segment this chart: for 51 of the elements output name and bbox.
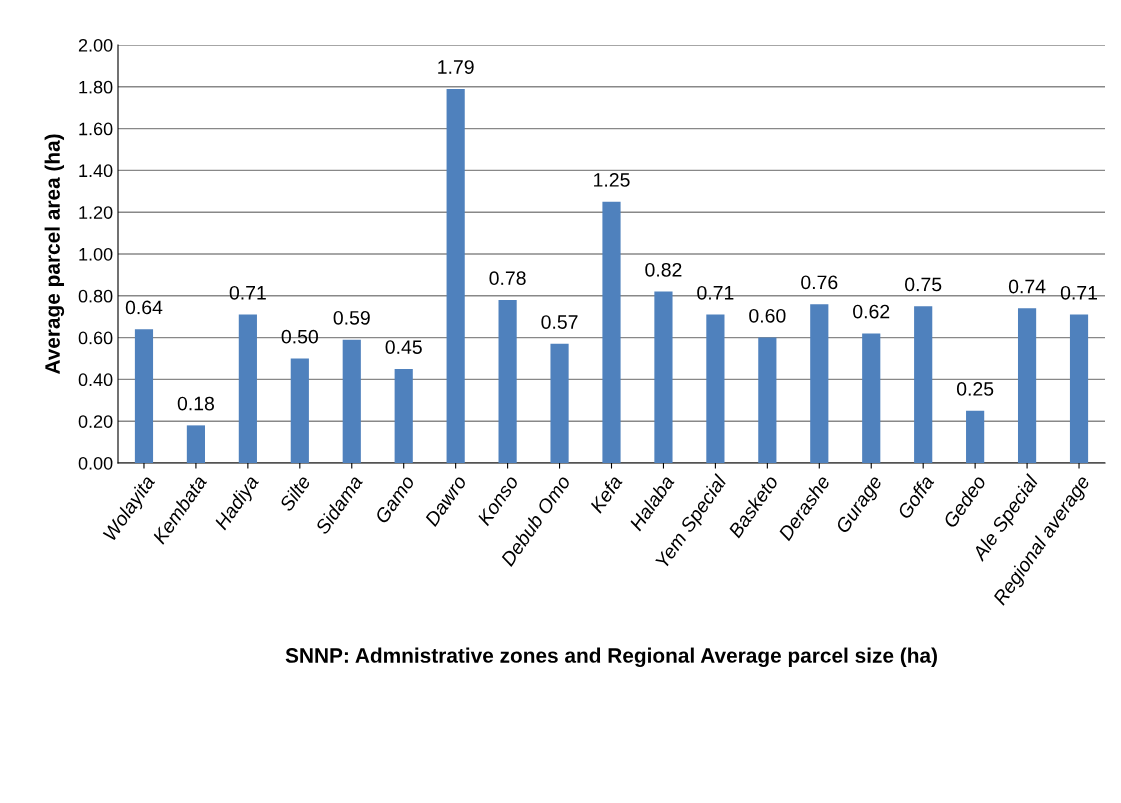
- bar: [498, 299, 517, 463]
- y-tick-label: 0.00: [78, 456, 113, 470]
- bar: [810, 304, 829, 463]
- bar: [654, 291, 673, 463]
- bar: [602, 201, 621, 463]
- y-tick-label: 0.40: [78, 373, 113, 387]
- y-tick-label: 0.60: [78, 331, 113, 345]
- y-tick-label: 1.60: [79, 122, 113, 136]
- x-axis-title: SNNP: Admnistrative zones and Regional Average parcel size (ha): [285, 647, 937, 668]
- bar: [238, 314, 257, 463]
- data-label: 0.62: [853, 304, 890, 319]
- bar: [186, 425, 206, 463]
- y-tick-label: 0.80: [78, 289, 113, 303]
- data-label: 0.71: [229, 285, 266, 300]
- y-tick-label: 1.00: [79, 247, 113, 261]
- bar: [914, 306, 933, 463]
- bar: [758, 337, 777, 463]
- data-label: 0.78: [489, 271, 526, 286]
- y-tick-label: 0.20: [78, 415, 113, 428]
- y-tick-label: 1.80: [79, 80, 113, 94]
- data-label: 0.50: [281, 329, 318, 344]
- data-label: 0.71: [697, 285, 734, 300]
- data-label: 0.71: [1060, 285, 1097, 300]
- data-label: 0.74: [1008, 279, 1046, 294]
- data-label: 0.64: [125, 300, 163, 315]
- bar: [1069, 314, 1089, 463]
- bar: [134, 329, 154, 463]
- bar: [550, 343, 569, 463]
- data-label: 0.57: [541, 315, 578, 329]
- data-label: 0.18: [177, 396, 214, 411]
- bar: [862, 333, 881, 463]
- bar: [706, 314, 725, 463]
- bar: [446, 88, 465, 463]
- bar: [290, 358, 309, 463]
- data-label: 0.75: [905, 277, 942, 292]
- data-label: 1.79: [438, 60, 474, 74]
- bar: [394, 368, 413, 463]
- y-tick-label: 1.20: [79, 206, 113, 219]
- data-label: 0.82: [645, 262, 682, 277]
- y-tick-label: 2.00: [78, 38, 113, 52]
- data-label: 0.76: [801, 275, 838, 290]
- bar: [1017, 308, 1037, 463]
- data-label: 0.60: [749, 308, 786, 323]
- data-label: 0.45: [385, 340, 422, 354]
- bar: [342, 339, 361, 463]
- data-label: 0.59: [333, 310, 370, 325]
- y-axis-title: Average parcel area (ha): [44, 134, 65, 375]
- bar: [966, 410, 985, 463]
- data-label: 0.25: [956, 382, 994, 396]
- y-tick-label: 1.40: [79, 164, 113, 178]
- data-label: 1.25: [594, 173, 630, 187]
